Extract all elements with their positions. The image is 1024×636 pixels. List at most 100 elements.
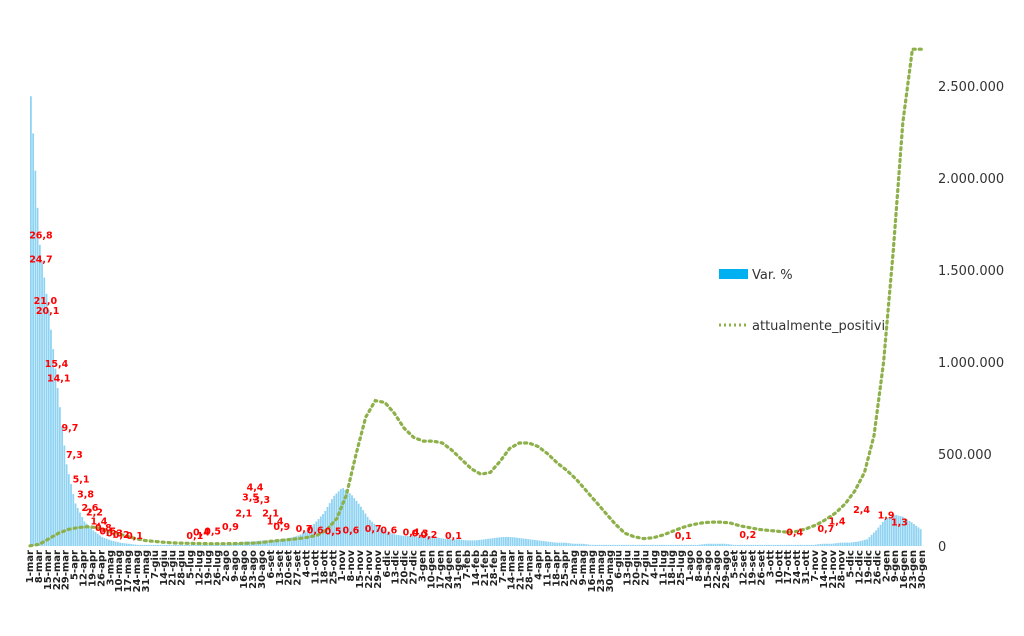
- bar: [134, 544, 137, 546]
- bar: [453, 539, 456, 546]
- x-tick-label: 16-gen: [899, 550, 910, 589]
- bar: [130, 544, 133, 546]
- bar: [426, 536, 429, 546]
- bar: [208, 544, 211, 546]
- x-tick-label: 26-apr: [96, 550, 107, 587]
- bar: [741, 544, 744, 546]
- bar: [85, 523, 88, 546]
- bar: [473, 540, 476, 546]
- data-labels-layer: 26,824,721,020,115,414,19,77,35,13,82,62…: [29, 231, 908, 542]
- bar: [852, 542, 855, 546]
- bar: [837, 542, 840, 546]
- bar: [614, 544, 617, 546]
- bar: [783, 544, 786, 546]
- bar: [656, 544, 659, 546]
- bar: [868, 537, 871, 546]
- bar: [879, 524, 882, 546]
- bar: [817, 544, 819, 546]
- x-tick-label: 25-apr: [560, 550, 571, 587]
- bar: [504, 537, 507, 546]
- data-label: 9,7: [61, 423, 78, 434]
- bar: [61, 426, 64, 546]
- bar: [545, 541, 547, 546]
- line-layer: [28, 47, 924, 548]
- bar: [765, 544, 768, 546]
- data-label: 21,0: [34, 296, 58, 307]
- bar: [266, 540, 269, 546]
- x-tick-label: 20-dic: [400, 550, 411, 585]
- bar: [174, 544, 177, 546]
- bar: [206, 544, 208, 546]
- bar: [877, 527, 880, 546]
- x-tick-label: 6-set: [266, 550, 277, 579]
- bar: [712, 543, 715, 546]
- legend-swatch-bars: [719, 269, 748, 279]
- x-tick-label: 1-mar: [25, 550, 36, 583]
- bar: [875, 530, 877, 546]
- bar: [339, 488, 342, 546]
- x-tick-label: 8-ago: [694, 550, 705, 582]
- data-label: 0,3: [106, 529, 123, 540]
- bar: [638, 544, 641, 546]
- bar: [181, 544, 184, 546]
- bar: [81, 517, 84, 546]
- x-tick-label: 21-giu: [168, 550, 179, 586]
- data-label: 2,6: [82, 503, 99, 514]
- bar: [799, 544, 802, 546]
- bar: [536, 540, 538, 546]
- bar: [123, 543, 126, 546]
- bar: [429, 536, 431, 546]
- x-tick-label: 31-gen: [453, 550, 464, 589]
- bar: [623, 544, 625, 546]
- bar: [538, 540, 541, 546]
- bar: [172, 544, 175, 546]
- bar: [803, 544, 806, 546]
- bar: [589, 544, 592, 546]
- bar: [397, 535, 400, 546]
- bar: [705, 543, 708, 546]
- bar: [212, 544, 215, 546]
- bar: [549, 541, 552, 546]
- bar: [540, 540, 543, 546]
- x-tick-label: 23-ago: [248, 550, 259, 589]
- bar: [527, 539, 530, 546]
- bar: [580, 543, 583, 546]
- bar: [357, 503, 360, 546]
- bar: [641, 544, 643, 546]
- bar: [380, 528, 382, 546]
- x-tick-label: 19-apr: [87, 550, 98, 587]
- bar: [919, 529, 922, 546]
- bar: [346, 491, 349, 546]
- bar: [228, 544, 231, 546]
- bar: [596, 544, 599, 546]
- data-label: 1,4: [267, 516, 284, 527]
- bar: [826, 543, 828, 546]
- x-tick-label: 4-apr: [533, 550, 544, 580]
- x-tick-label: 27-set: [293, 550, 304, 586]
- bar: [386, 531, 389, 546]
- bar: [774, 544, 777, 546]
- x-tick-label: 12-dic: [855, 550, 866, 585]
- bar: [217, 544, 220, 546]
- bar: [139, 544, 142, 546]
- bar: [188, 544, 191, 546]
- bar: [56, 388, 59, 546]
- bar: [478, 539, 481, 546]
- bar: [625, 544, 628, 546]
- data-label: 0,4: [786, 528, 803, 539]
- bar: [792, 544, 795, 546]
- data-label: 2,1: [235, 508, 252, 519]
- bar: [620, 544, 623, 546]
- bar: [692, 544, 695, 546]
- bar: [915, 525, 918, 546]
- bar: [694, 544, 697, 546]
- bar: [411, 535, 414, 546]
- x-tick-label: 30-gen: [917, 550, 928, 589]
- bar: [683, 544, 686, 546]
- bar: [166, 544, 168, 546]
- bar: [647, 544, 650, 546]
- x-tick-label: 14-mar: [507, 550, 518, 590]
- bar: [567, 543, 570, 546]
- bar: [812, 544, 815, 546]
